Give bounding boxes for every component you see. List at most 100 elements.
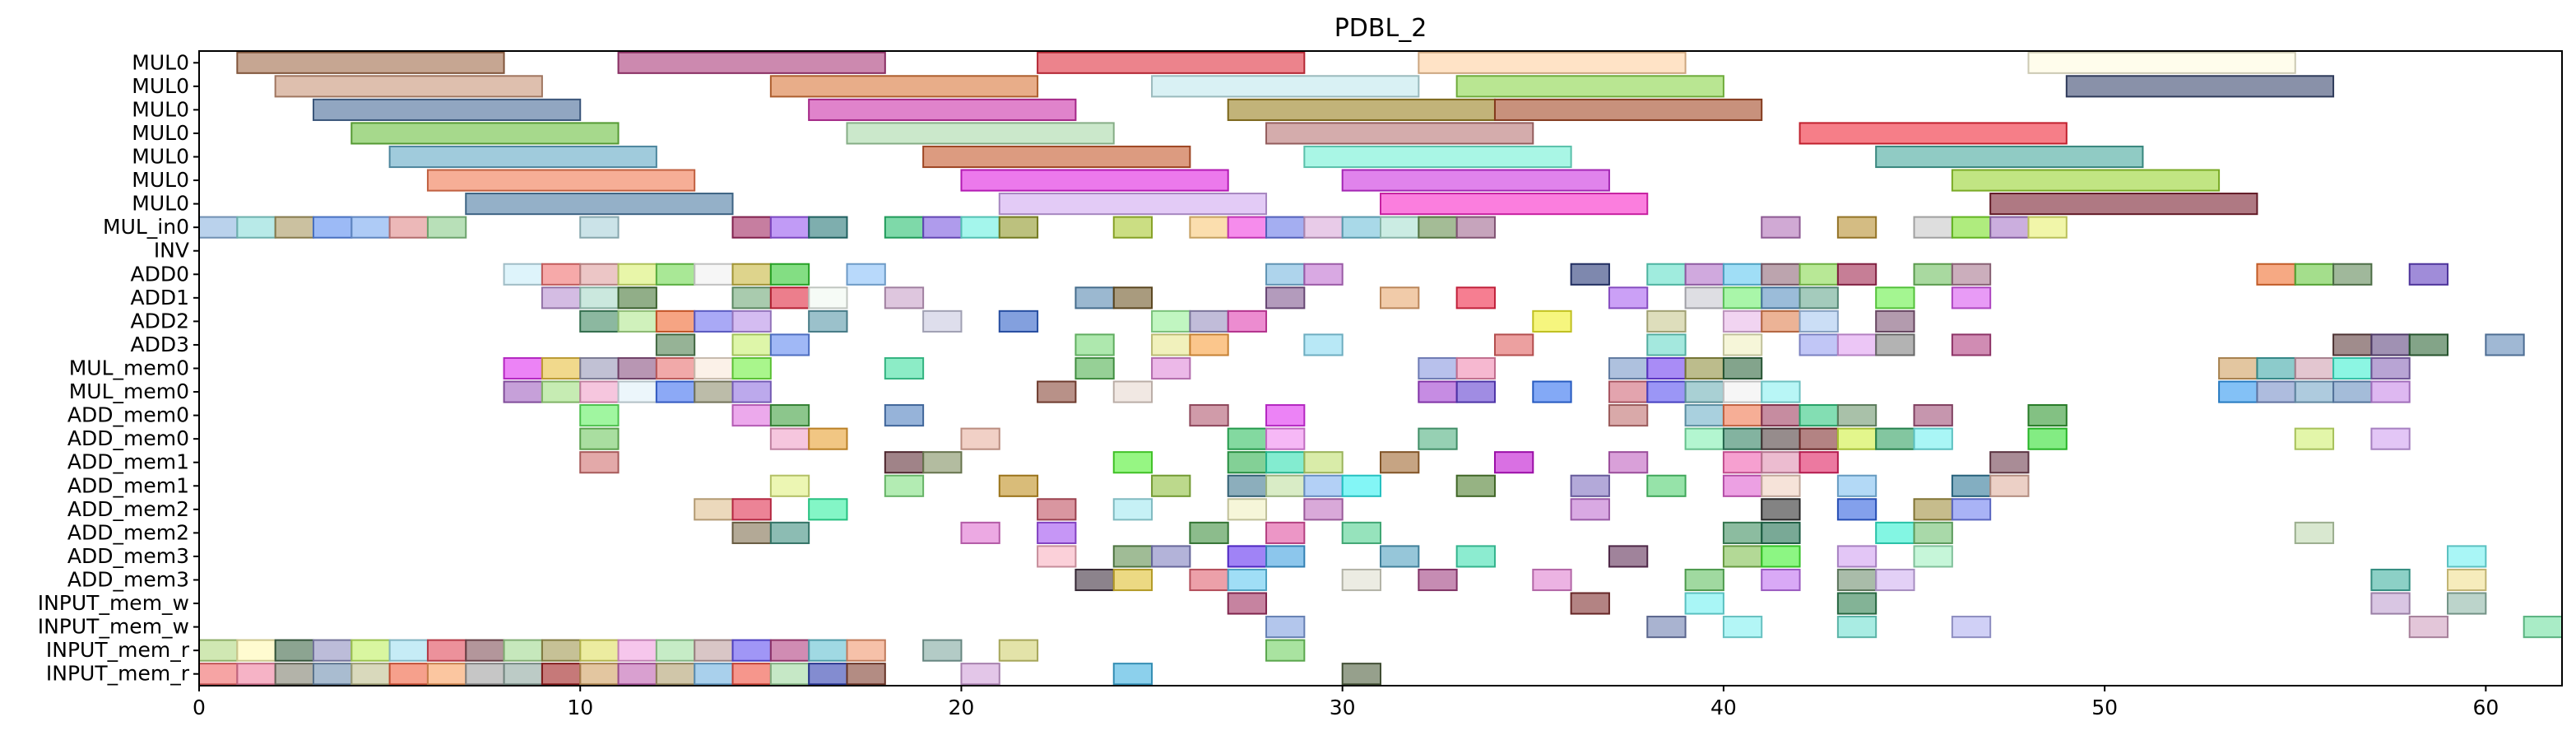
row-label: MUL0 bbox=[132, 121, 189, 145]
gantt-bar bbox=[1189, 333, 1229, 356]
gantt-bar bbox=[2027, 427, 2068, 450]
x-tick-label: 50 bbox=[2091, 696, 2118, 719]
gantt-bar bbox=[1913, 498, 1953, 521]
gantt-bar bbox=[1684, 356, 1724, 380]
gantt-bar bbox=[579, 286, 620, 309]
gantt-bar bbox=[1836, 333, 1877, 356]
gantt-bar bbox=[541, 663, 582, 686]
gantt-bar bbox=[274, 663, 314, 686]
gantt-bar bbox=[884, 404, 925, 427]
gantt-bar bbox=[1455, 75, 1724, 98]
plot-frame bbox=[198, 50, 2563, 686]
gantt-bar bbox=[884, 356, 925, 380]
gantt-bar bbox=[2027, 404, 2068, 427]
gantt-bar bbox=[1532, 380, 1572, 403]
gantt-bar bbox=[1722, 309, 1763, 333]
gantt-bar bbox=[1418, 356, 1458, 380]
gantt-bar bbox=[960, 427, 1000, 450]
gantt-bar bbox=[655, 663, 696, 686]
gantt-bar bbox=[694, 639, 734, 662]
gantt-bar bbox=[579, 356, 620, 380]
gantt-bar bbox=[579, 427, 620, 450]
gantt-bar bbox=[1722, 286, 1763, 309]
gantt-bar bbox=[1265, 474, 1306, 497]
gantt-bar bbox=[1265, 545, 1306, 568]
gantt-bar bbox=[1455, 545, 1496, 568]
gantt-bar bbox=[1532, 309, 1572, 333]
gantt-bar bbox=[579, 451, 620, 474]
gantt-bar bbox=[960, 663, 1000, 686]
gantt-bar bbox=[1151, 545, 1191, 568]
gantt-bar bbox=[617, 51, 886, 74]
gantt-bar bbox=[1608, 286, 1649, 309]
gantt-bar bbox=[1684, 568, 1724, 592]
gantt-bar bbox=[884, 451, 925, 474]
gantt-bar bbox=[731, 380, 772, 403]
gantt-bar bbox=[2370, 380, 2411, 403]
x-axis: 0 10 20 30 40 50 60 bbox=[193, 686, 2499, 719]
gantt-bar bbox=[198, 639, 239, 662]
gantt-bar bbox=[1646, 380, 1687, 403]
gantt-bar bbox=[1265, 404, 1306, 427]
gantt-bar bbox=[655, 333, 696, 356]
gantt-bar bbox=[1646, 474, 1687, 497]
gantt-bar bbox=[1684, 286, 1724, 309]
gantt-bar bbox=[731, 333, 772, 356]
gantt-bar bbox=[1112, 545, 1153, 568]
gantt-bar bbox=[1761, 309, 1801, 333]
gantt-bar bbox=[236, 639, 276, 662]
gantt-bar bbox=[1836, 616, 1877, 639]
row-label: INPUT_mem_r bbox=[46, 638, 190, 662]
gantt-bar bbox=[1951, 169, 2221, 192]
gantt-bar bbox=[998, 216, 1039, 239]
gantt-bar bbox=[465, 639, 505, 662]
gantt-bar bbox=[694, 309, 734, 333]
gantt-bar bbox=[1303, 216, 1344, 239]
gantt-bar bbox=[1189, 568, 1229, 592]
gantt-bar bbox=[1227, 568, 1268, 592]
gantt-bar bbox=[617, 309, 657, 333]
gantt-bar bbox=[236, 51, 505, 74]
gantt-bar bbox=[1265, 216, 1306, 239]
gantt-bar bbox=[808, 427, 848, 450]
gantt-bar bbox=[1608, 545, 1649, 568]
gantt-bar bbox=[426, 216, 467, 239]
gantt-bar bbox=[731, 521, 772, 544]
gantt-bar bbox=[1799, 309, 1839, 333]
gantt-bar bbox=[694, 380, 734, 403]
x-tick-label: 10 bbox=[567, 696, 593, 719]
gantt-bar bbox=[1570, 498, 1610, 521]
gantt-bar bbox=[884, 216, 925, 239]
gantt-bar bbox=[1761, 404, 1801, 427]
gantt-bar bbox=[350, 216, 391, 239]
row-label: MUL_mem0 bbox=[69, 379, 189, 403]
gantt-bar bbox=[655, 356, 696, 380]
gantt-bar bbox=[846, 639, 886, 662]
gantt-bar bbox=[465, 663, 505, 686]
gantt-bar bbox=[1951, 263, 1992, 286]
gantt-bar bbox=[1875, 145, 2144, 169]
gantt-bar bbox=[2370, 592, 2411, 615]
gantt-bar bbox=[1913, 263, 1953, 286]
gantt-bar bbox=[1151, 474, 1191, 497]
gantt-bar bbox=[1151, 356, 1191, 380]
gantt-bar bbox=[1112, 216, 1153, 239]
gantt-bar bbox=[1722, 545, 1763, 568]
gantt-bar bbox=[2408, 333, 2449, 356]
x-tick-label: 40 bbox=[1710, 696, 1737, 719]
gantt-bar bbox=[1646, 616, 1687, 639]
gantt-bar bbox=[1418, 216, 1458, 239]
gantt-bar bbox=[1227, 545, 1268, 568]
gantt-bar bbox=[1037, 51, 1306, 74]
row-label: INPUT_mem_w bbox=[38, 591, 189, 615]
gantt-bar bbox=[1761, 545, 1801, 568]
gantt-bar bbox=[655, 309, 696, 333]
gantt-bar bbox=[1951, 333, 1992, 356]
gantt-bar bbox=[655, 639, 696, 662]
gantt-bar bbox=[1761, 474, 1801, 497]
gantt-bar bbox=[1341, 216, 1381, 239]
row-label: ADD_mem2 bbox=[67, 520, 189, 544]
gantt-bar bbox=[2332, 333, 2373, 356]
gantt-bar bbox=[694, 263, 734, 286]
